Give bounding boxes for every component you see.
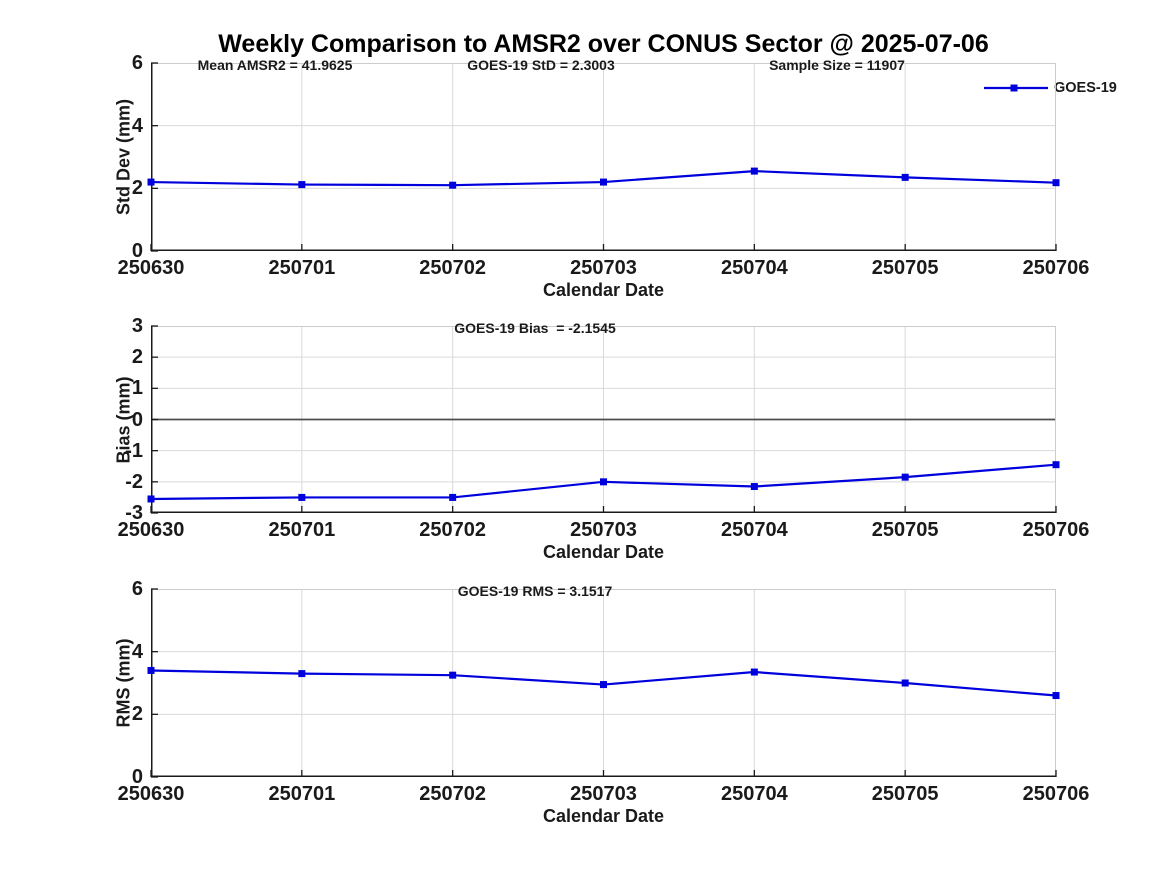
data-point-marker — [600, 478, 607, 486]
annotation-goes19-std: GOES-19 StD = 2.3003 — [467, 57, 615, 73]
y-tick-label: -2 — [125, 470, 143, 493]
y-tick-label: 1 — [131, 377, 143, 400]
data-point-marker — [298, 670, 306, 678]
x-tick-label: 250704 — [720, 257, 788, 279]
y-tick-label: -3 — [125, 502, 143, 524]
subplot-stddev: Mean AMSR2 = 41.9625 GOES-19 StD = 2.300… — [114, 52, 1090, 300]
bias-x-axis-label: Calendar Date — [542, 542, 665, 562]
x-tick-label: 250706 — [1022, 783, 1090, 805]
x-tick-label: 250703 — [570, 257, 637, 279]
data-point-marker — [750, 167, 758, 175]
y-tick-label: 2 — [131, 703, 143, 726]
stddev-plot-area — [147, 62, 1060, 252]
rms-x-axis-label: Calendar Date — [542, 806, 665, 826]
x-tick-label: 250706 — [1022, 519, 1090, 541]
x-tick-label: 250705 — [871, 257, 939, 279]
legend-label: GOES-19 — [1054, 80, 1117, 96]
x-tick-label: 250705 — [871, 519, 939, 541]
x-tick-label: 250706 — [1022, 257, 1090, 279]
legend-line-sample — [984, 84, 1048, 92]
x-tick-label: 250702 — [419, 519, 487, 541]
x-tick-label: 250630 — [117, 783, 185, 805]
x-tick-label: 250630 — [117, 519, 185, 541]
annotation-goes19-bias: GOES-19 Bias = -2.1545 — [454, 320, 616, 336]
data-point-marker — [298, 493, 306, 501]
chart-title: Weekly Comparison to AMSR2 over CONUS Se… — [218, 30, 989, 58]
legend-marker — [1010, 84, 1018, 92]
rms-plot-area — [147, 588, 1060, 778]
data-point-marker — [147, 495, 155, 503]
data-point-marker — [750, 668, 758, 676]
y-tick-label: -1 — [125, 439, 143, 462]
x-tick-label: 250705 — [871, 783, 939, 805]
annotation-goes19-rms: GOES-19 RMS = 3.1517 — [457, 583, 613, 599]
y-tick-label: 6 — [131, 52, 143, 74]
data-point-marker — [901, 173, 909, 181]
data-point-marker — [600, 178, 607, 186]
y-tick-label: 2 — [131, 177, 143, 200]
data-point-marker — [147, 178, 155, 186]
y-tick-label: 2 — [131, 346, 143, 369]
stddev-x-axis-label: Calendar Date — [542, 280, 665, 300]
x-tick-label: 250702 — [419, 783, 487, 805]
x-tick-label: 250704 — [720, 519, 788, 541]
x-tick-label: 250701 — [268, 257, 336, 279]
x-tick-label: 250704 — [720, 783, 788, 805]
x-tick-label: 250701 — [268, 519, 336, 541]
annotation-sample-size: Sample Size = 11907 — [769, 57, 905, 73]
y-tick-label: 3 — [131, 315, 143, 337]
data-point-marker — [1052, 179, 1060, 187]
y-tick-label: 0 — [131, 766, 143, 788]
data-point-marker — [901, 679, 909, 687]
data-point-marker — [449, 671, 457, 679]
x-tick-label: 250701 — [268, 783, 336, 805]
data-point-marker — [750, 483, 758, 491]
annotation-mean-amsr2: Mean AMSR2 = 41.9625 — [197, 57, 353, 73]
data-point-marker — [298, 181, 306, 189]
subplot-rms: GOES-19 RMS = 3.1517 RMS (mm) Calendar D… — [114, 578, 1090, 826]
data-point-marker — [147, 666, 155, 674]
data-point-marker — [600, 681, 607, 689]
x-tick-label: 250703 — [570, 783, 637, 805]
subplot-bias: GOES-19 Bias = -2.1545 Bias (mm) Calenda… — [114, 315, 1090, 562]
data-point-marker — [1052, 692, 1060, 700]
y-tick-label: 4 — [131, 114, 143, 137]
x-tick-label: 250703 — [570, 519, 637, 541]
data-point-marker — [901, 473, 909, 481]
legend: GOES-19 — [984, 80, 1117, 96]
y-tick-label: 0 — [131, 408, 143, 431]
data-point-marker — [449, 181, 457, 189]
y-tick-label: 6 — [131, 578, 143, 600]
y-tick-label: 0 — [131, 240, 143, 262]
x-tick-label: 250702 — [419, 257, 487, 279]
data-point-marker — [1052, 461, 1060, 469]
y-tick-label: 4 — [131, 640, 143, 663]
data-point-marker — [449, 493, 457, 501]
x-tick-label: 250630 — [117, 257, 185, 279]
bias-plot-area — [147, 325, 1060, 514]
